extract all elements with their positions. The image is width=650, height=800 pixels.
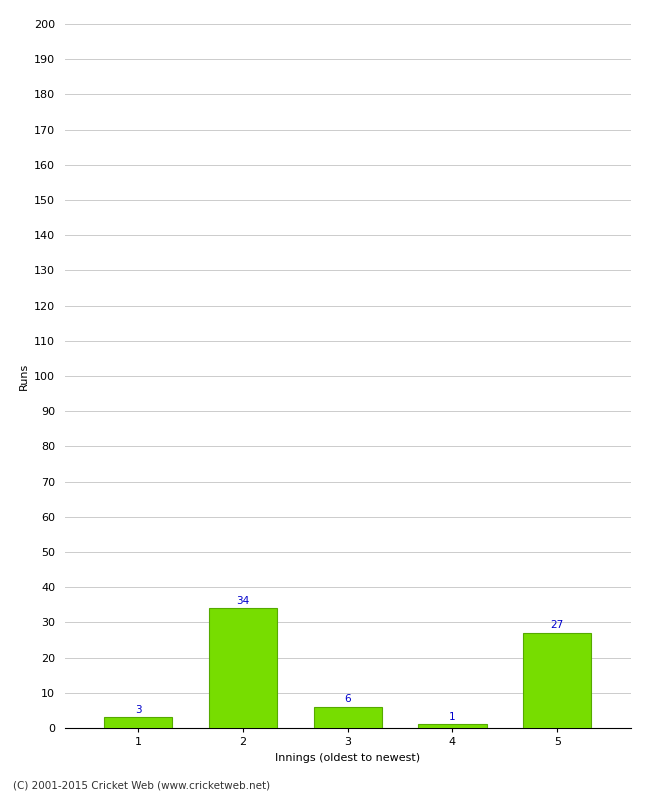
Text: 1: 1 [449, 712, 456, 722]
Text: 34: 34 [237, 595, 250, 606]
Bar [104, 718, 172, 728]
Y-axis label: Runs: Runs [19, 362, 29, 390]
Text: 27: 27 [551, 620, 564, 630]
Bar [314, 707, 382, 728]
Text: (C) 2001-2015 Cricket Web (www.cricketweb.net): (C) 2001-2015 Cricket Web (www.cricketwe… [13, 781, 270, 790]
Text: 3: 3 [135, 705, 142, 714]
Text: 6: 6 [344, 694, 351, 704]
Bar [209, 608, 277, 728]
X-axis label: Innings (oldest to newest): Innings (oldest to newest) [275, 753, 421, 762]
Bar [523, 633, 592, 728]
Bar [419, 725, 486, 728]
